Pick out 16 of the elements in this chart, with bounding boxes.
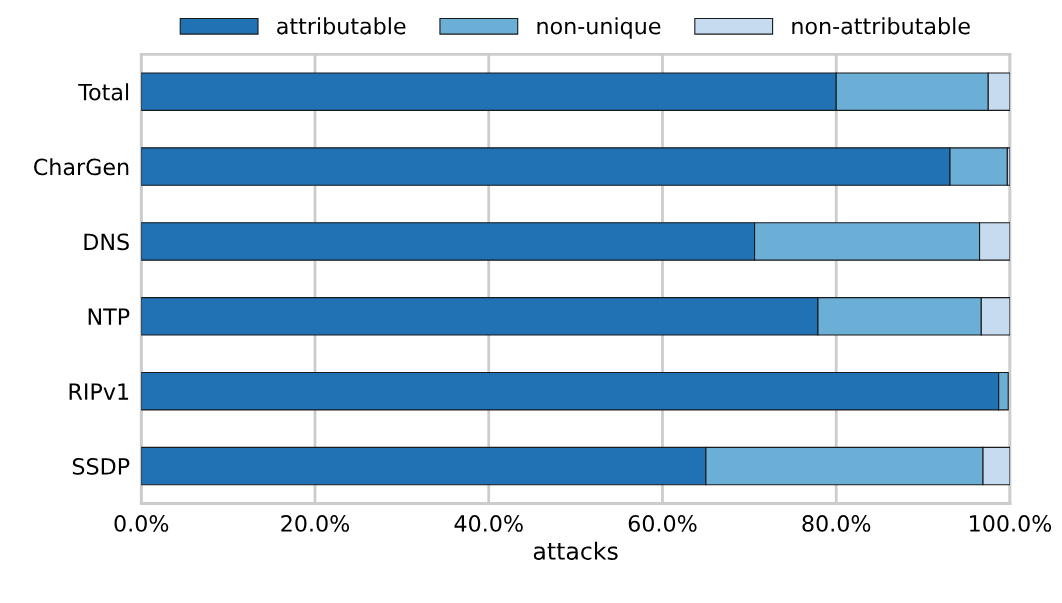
x-tick-label: 60.0% (628, 515, 697, 532)
y-tick-label: CharGen (34, 158, 129, 176)
x-tick-label: 40.0% (454, 515, 523, 532)
x-tick-label: 100.0% (970, 515, 1052, 532)
y-tick-label: DNS (84, 233, 129, 251)
x-tick-label: 0.0% (114, 515, 169, 532)
x-axis-title: attacks (533, 541, 618, 560)
y-tick-label: Total (78, 83, 129, 101)
legend-label: attributable (277, 17, 406, 35)
x-tick-label: 80.0% (802, 515, 871, 532)
y-tick-label: SSDP (72, 458, 130, 475)
legend-label: non-unique (537, 17, 661, 39)
x-tick-label: 20.0% (281, 515, 350, 532)
y-tick-label: RIPv1 (69, 383, 129, 400)
y-tick-label: NTP (88, 308, 130, 325)
legend-label: non-attributable (792, 17, 970, 35)
